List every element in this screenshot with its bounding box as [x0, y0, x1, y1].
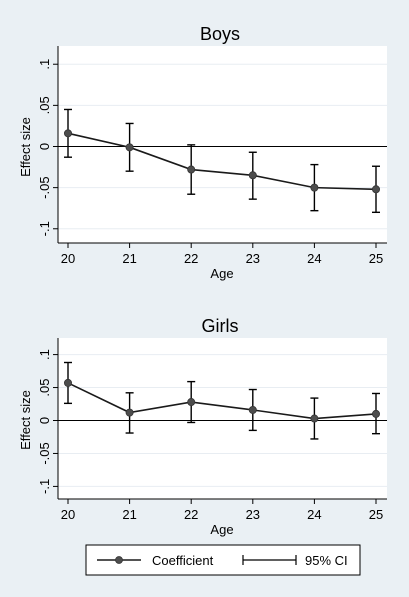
x-tick-label: 22: [184, 251, 198, 266]
x-tick-label: 22: [184, 507, 198, 522]
coefficient-markers: [64, 129, 380, 194]
y-tick-label: .1: [37, 59, 52, 70]
x-axis-label: Age: [210, 522, 233, 537]
y-tick-label: 0: [37, 417, 52, 424]
coefficient-point: [248, 405, 257, 414]
y-tick-label: .05: [37, 96, 52, 114]
y-tick-label: -.1: [37, 479, 52, 494]
coefficient-line: [67, 132, 377, 191]
coefficient-point: [371, 409, 380, 418]
panel-girls: Girls .1 .05 0 -.05 -.1 20 21 22 23 24 25 Effect …: [18, 316, 387, 537]
y-tick-label: .05: [37, 379, 52, 397]
panel-boys: Boys .1 .05 0 -.05 -.1 20 21 22 23 24 25 Effect s…: [18, 24, 387, 281]
x-tick-label: 20: [61, 251, 75, 266]
coefficient-point: [64, 129, 73, 138]
legend: Coefficient 95% CI: [85, 544, 361, 576]
coefficient-point: [187, 398, 196, 407]
coefficient-point: [125, 143, 134, 152]
x-tick-label: 23: [246, 251, 260, 266]
x-tick-label: 23: [246, 507, 260, 522]
plot-area: [58, 338, 387, 499]
coefficient-point: [248, 171, 257, 180]
legend-coefficient-symbol: [97, 556, 141, 564]
coefficient-point: [187, 165, 196, 174]
y-axis-label: Effect size: [18, 117, 33, 177]
x-tick-label: 21: [122, 507, 136, 522]
y-ticks: .1 .05 0 -.05 -.1: [37, 349, 58, 494]
y-tick-label: -.1: [37, 221, 52, 236]
y-tick-label: 0: [37, 143, 52, 150]
x-tick-label: 25: [369, 251, 383, 266]
x-tick-label: 21: [122, 251, 136, 266]
panel-title: Boys: [200, 24, 240, 44]
coefficient-point: [125, 408, 134, 417]
coefficient-markers: [64, 378, 380, 423]
y-tick-label: .1: [37, 349, 52, 360]
legend-coefficient-label: Coefficient: [152, 553, 214, 568]
coefficient-point: [64, 378, 73, 387]
x-ticks: 20 21 22 23 24 25: [61, 243, 383, 266]
x-tick-label: 25: [369, 507, 383, 522]
y-tick-label: -.05: [37, 442, 52, 464]
y-ticks: .1 .05 0 -.05 -.1: [37, 59, 58, 236]
legend-ci-symbol: [242, 555, 297, 565]
x-tick-label: 20: [61, 507, 75, 522]
coefficient-point: [310, 414, 319, 423]
x-tick-label: 24: [307, 507, 321, 522]
coefficient-point: [371, 185, 380, 194]
x-ticks: 20 21 22 23 24 25: [61, 499, 383, 522]
y-tick-label: -.05: [37, 176, 52, 198]
coefficient-line: [67, 382, 377, 420]
x-axis-label: Age: [210, 266, 233, 281]
y-axis-label: Effect size: [18, 390, 33, 450]
legend-ci-label: 95% CI: [305, 553, 348, 568]
panel-title: Girls: [202, 316, 239, 336]
plot-area: [58, 46, 387, 243]
coefficient-point: [310, 183, 319, 192]
x-tick-label: 24: [307, 251, 321, 266]
